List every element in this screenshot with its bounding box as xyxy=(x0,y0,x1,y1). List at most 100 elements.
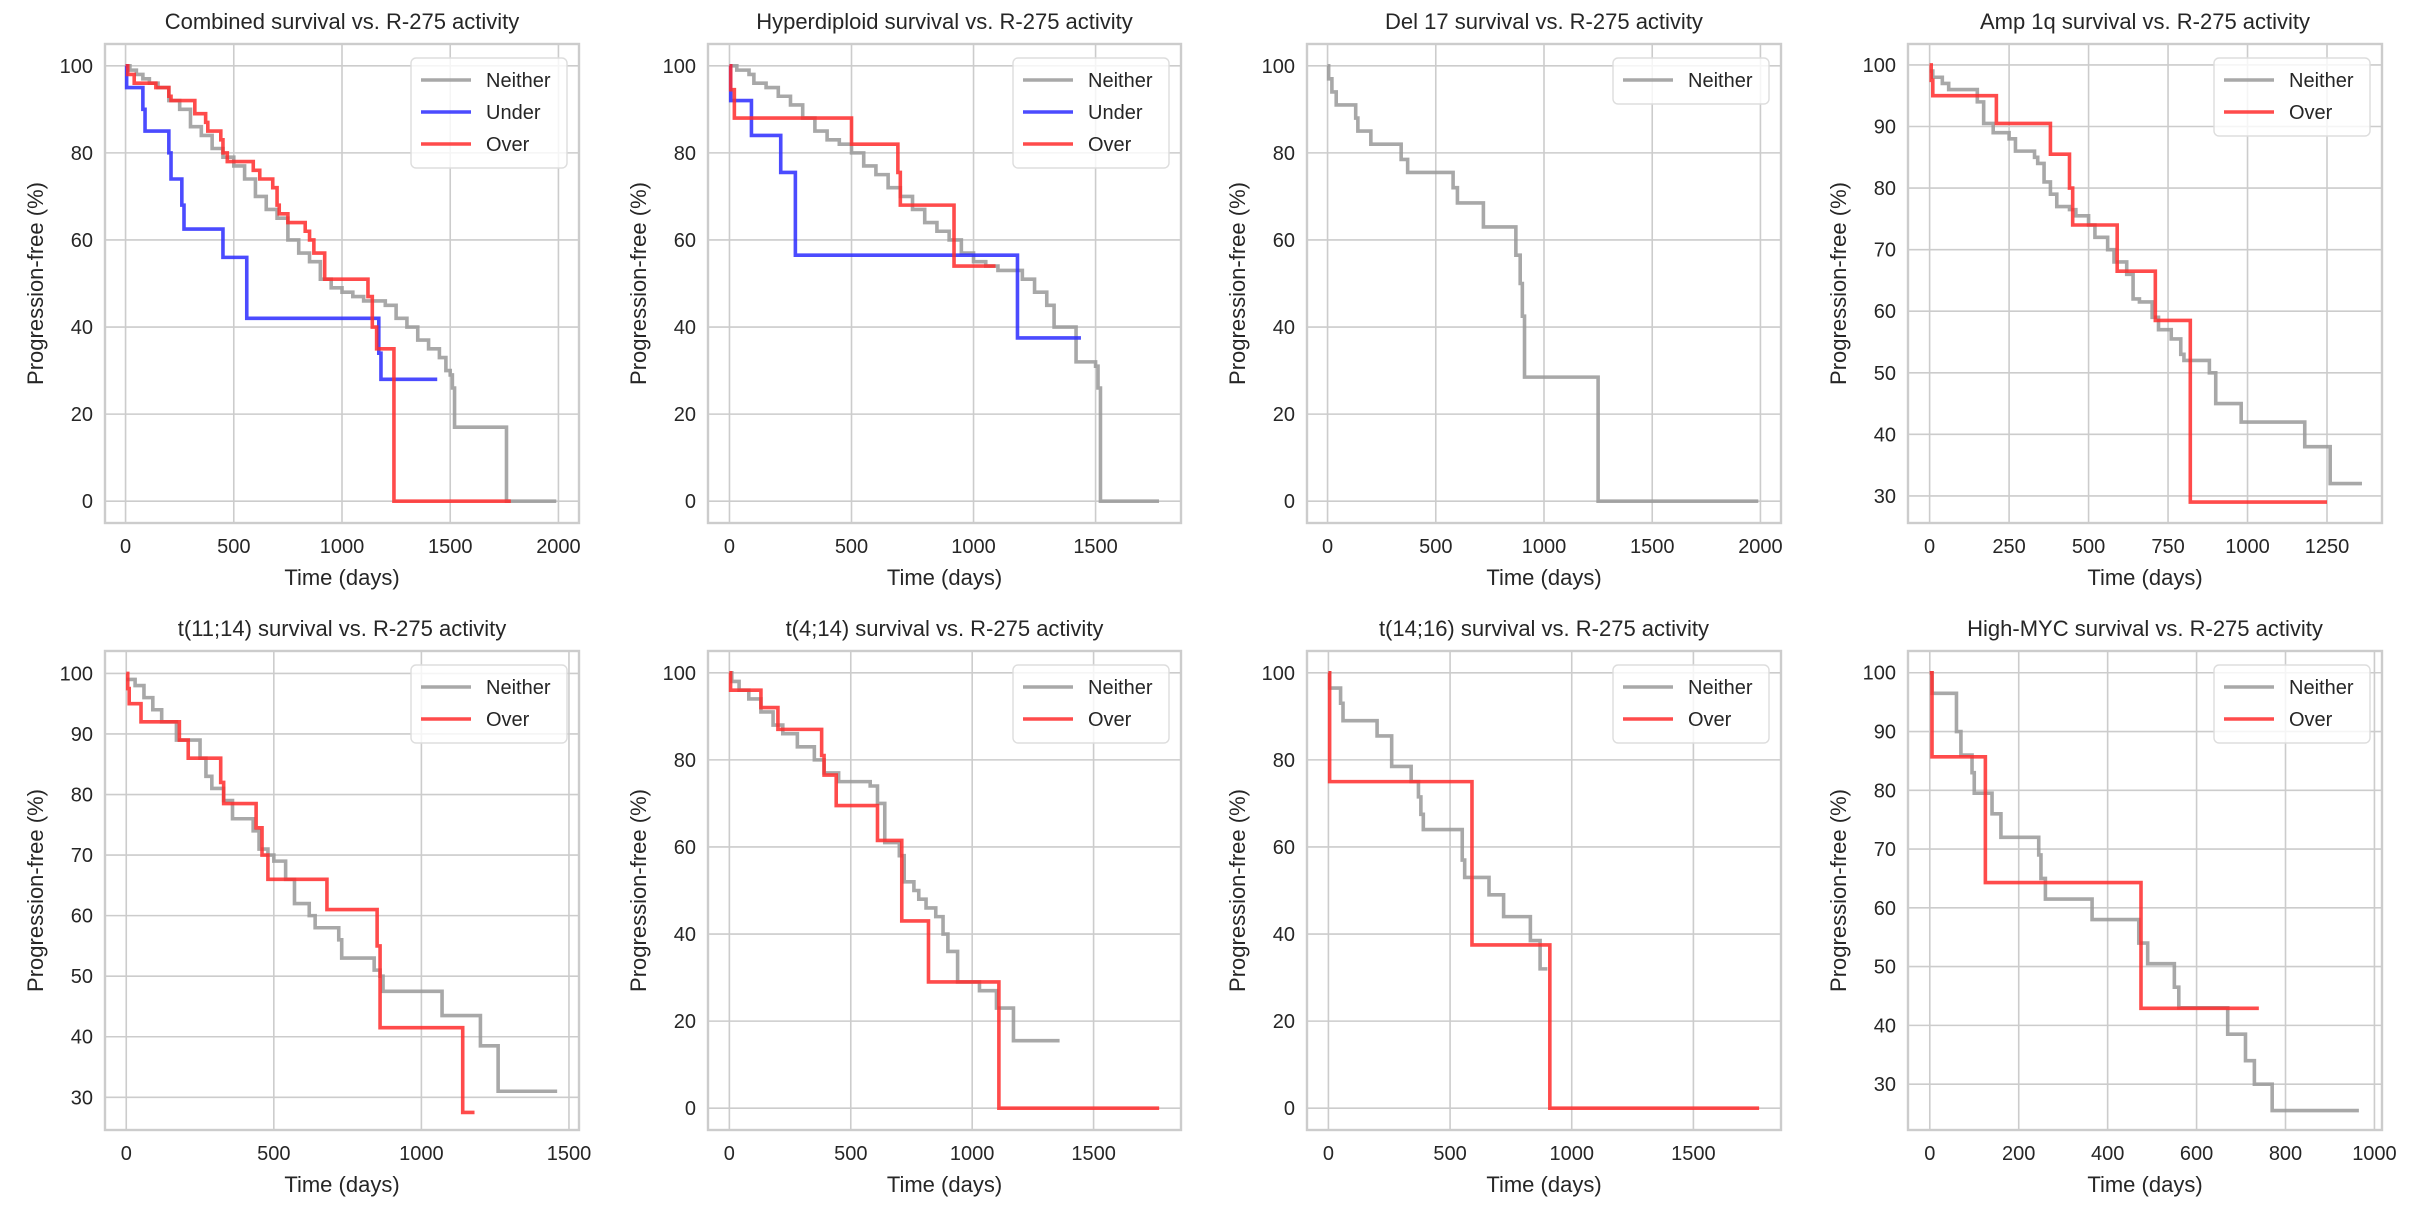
y-tick-label: 100 xyxy=(663,663,696,685)
x-axis-label: Time (days) xyxy=(284,1172,399,1197)
legend-box xyxy=(1612,57,1770,105)
y-tick-label: 80 xyxy=(71,143,93,165)
x-axis-label: Time (days) xyxy=(887,565,1002,590)
y-tick-label: 100 xyxy=(60,663,93,685)
series-line-over xyxy=(125,63,511,504)
y-tick-label: 40 xyxy=(71,1027,93,1049)
x-tick-label: 1000 xyxy=(1522,536,1567,558)
legend-box xyxy=(1012,57,1170,169)
y-tick-label: 90 xyxy=(1874,117,1896,139)
legend: Neither Over xyxy=(2213,664,2371,744)
y-tick-label: 20 xyxy=(674,1011,696,1033)
series-line-neither xyxy=(729,670,1060,1043)
y-tick-label: 60 xyxy=(1273,230,1295,252)
y-tick-label: 40 xyxy=(71,317,93,339)
legend-label: Over xyxy=(2289,102,2333,124)
series-line-over xyxy=(1327,670,1760,1111)
x-tick-label: 0 xyxy=(724,536,735,558)
x-tick-label: 200 xyxy=(2002,1143,2035,1165)
y-tick-label: 60 xyxy=(674,230,696,252)
series-line-over xyxy=(728,63,996,268)
subplot-3: 0 500 1000 1500 2000 0 20 40 60 80 100 Del 17 survi… xyxy=(1225,9,1783,590)
y-tick-label: 100 xyxy=(663,56,696,78)
x-tick-label: 500 xyxy=(217,536,250,558)
axes-frame xyxy=(1906,42,2384,525)
x-tick-label: 0 xyxy=(1322,536,1333,558)
legend-label: Neither xyxy=(2289,677,2354,699)
legend-label: Neither xyxy=(1688,70,1753,92)
y-axis-label: Progression-free (%) xyxy=(23,789,48,992)
x-tick-label: 1000 xyxy=(2225,536,2270,558)
legend-label: Over xyxy=(1688,709,1732,731)
y-tick-label: 20 xyxy=(1273,1011,1295,1033)
y-tick-label: 20 xyxy=(1273,404,1295,426)
legend-label: Neither xyxy=(1688,677,1753,699)
series-line-under xyxy=(728,63,1081,340)
y-axis-label: Progression-free (%) xyxy=(1225,789,1250,992)
chart-title: t(11;14) survival vs. R-275 activity xyxy=(178,616,506,641)
x-tick-label: 1250 xyxy=(2305,536,2350,558)
x-tick-label: 1500 xyxy=(1071,1143,1116,1165)
chart-title: High-MYC survival vs. R-275 activity xyxy=(1967,616,2323,641)
subplot-2: 0 500 1000 1500 0 20 40 60 80 100 Hyperdiploid sur… xyxy=(626,9,1183,590)
legend-box xyxy=(1612,664,1770,744)
axes-frame xyxy=(103,42,581,525)
y-tick-label: 100 xyxy=(1262,56,1295,78)
axes-frame xyxy=(103,649,581,1132)
axes-frame xyxy=(1906,649,2384,1132)
chart-title: Del 17 survival vs. R-275 activity xyxy=(1385,9,1703,34)
y-tick-label: 0 xyxy=(82,491,93,513)
chart-title: t(4;14) survival vs. R-275 activity xyxy=(786,616,1104,641)
y-tick-label: 80 xyxy=(1874,178,1896,200)
series-line-over xyxy=(1929,670,2259,1011)
x-tick-label: 600 xyxy=(2180,1143,2213,1165)
y-tick-label: 60 xyxy=(674,837,696,859)
x-tick-label: 1000 xyxy=(951,536,996,558)
y-tick-label: 80 xyxy=(674,143,696,165)
legend: Neither Under Over xyxy=(410,57,568,169)
x-tick-label: 1000 xyxy=(2352,1143,2397,1165)
legend-box xyxy=(2213,57,2371,137)
chart-title: t(14;16) survival vs. R-275 activity xyxy=(1379,616,1709,641)
x-tick-label: 800 xyxy=(2269,1143,2302,1165)
x-tick-label: 1500 xyxy=(1073,536,1118,558)
x-axis-label: Time (days) xyxy=(887,1172,1002,1197)
y-tick-label: 20 xyxy=(71,404,93,426)
x-tick-label: 0 xyxy=(724,1143,735,1165)
y-tick-label: 30 xyxy=(1874,486,1896,508)
y-tick-label: 40 xyxy=(1273,924,1295,946)
y-tick-label: 60 xyxy=(71,230,93,252)
legend-label: Neither xyxy=(1088,677,1153,699)
subplot-1: 0 500 1000 1500 2000 0 20 40 60 80 100 Combined sur… xyxy=(23,9,581,590)
series-line-over xyxy=(125,671,475,1115)
y-tick-label: 40 xyxy=(674,924,696,946)
legend-label: Under xyxy=(1088,102,1143,124)
y-tick-label: 30 xyxy=(71,1087,93,1109)
y-tick-label: 80 xyxy=(1273,143,1295,165)
legend-box xyxy=(410,57,568,169)
legend-box xyxy=(1012,664,1170,744)
y-tick-label: 70 xyxy=(1874,240,1896,262)
x-tick-label: 0 xyxy=(120,536,131,558)
x-tick-label: 1000 xyxy=(399,1143,444,1165)
x-tick-label: 1500 xyxy=(428,536,473,558)
subplot-5: 0 500 1000 1500 30 40 50 60 70 80 90 100 t(11;14) su… xyxy=(23,616,591,1197)
x-tick-label: 500 xyxy=(2072,536,2105,558)
x-tick-label: 1500 xyxy=(1630,536,1675,558)
x-tick-label: 1000 xyxy=(1549,1143,1594,1165)
y-tick-label: 80 xyxy=(674,750,696,772)
axes-frame xyxy=(1305,42,1783,525)
y-tick-label: 0 xyxy=(685,491,696,513)
legend: Neither xyxy=(1612,57,1770,105)
y-tick-label: 0 xyxy=(1284,491,1295,513)
x-axis-label: Time (days) xyxy=(284,565,399,590)
y-tick-label: 70 xyxy=(1874,839,1896,861)
legend: Neither Over xyxy=(1612,664,1770,744)
axes-frame xyxy=(1305,649,1783,1132)
x-tick-label: 1500 xyxy=(547,1143,592,1165)
legend-box xyxy=(2213,664,2371,744)
y-axis-label: Progression-free (%) xyxy=(626,789,651,992)
y-tick-label: 80 xyxy=(1874,780,1896,802)
y-tick-label: 30 xyxy=(1874,1074,1896,1096)
